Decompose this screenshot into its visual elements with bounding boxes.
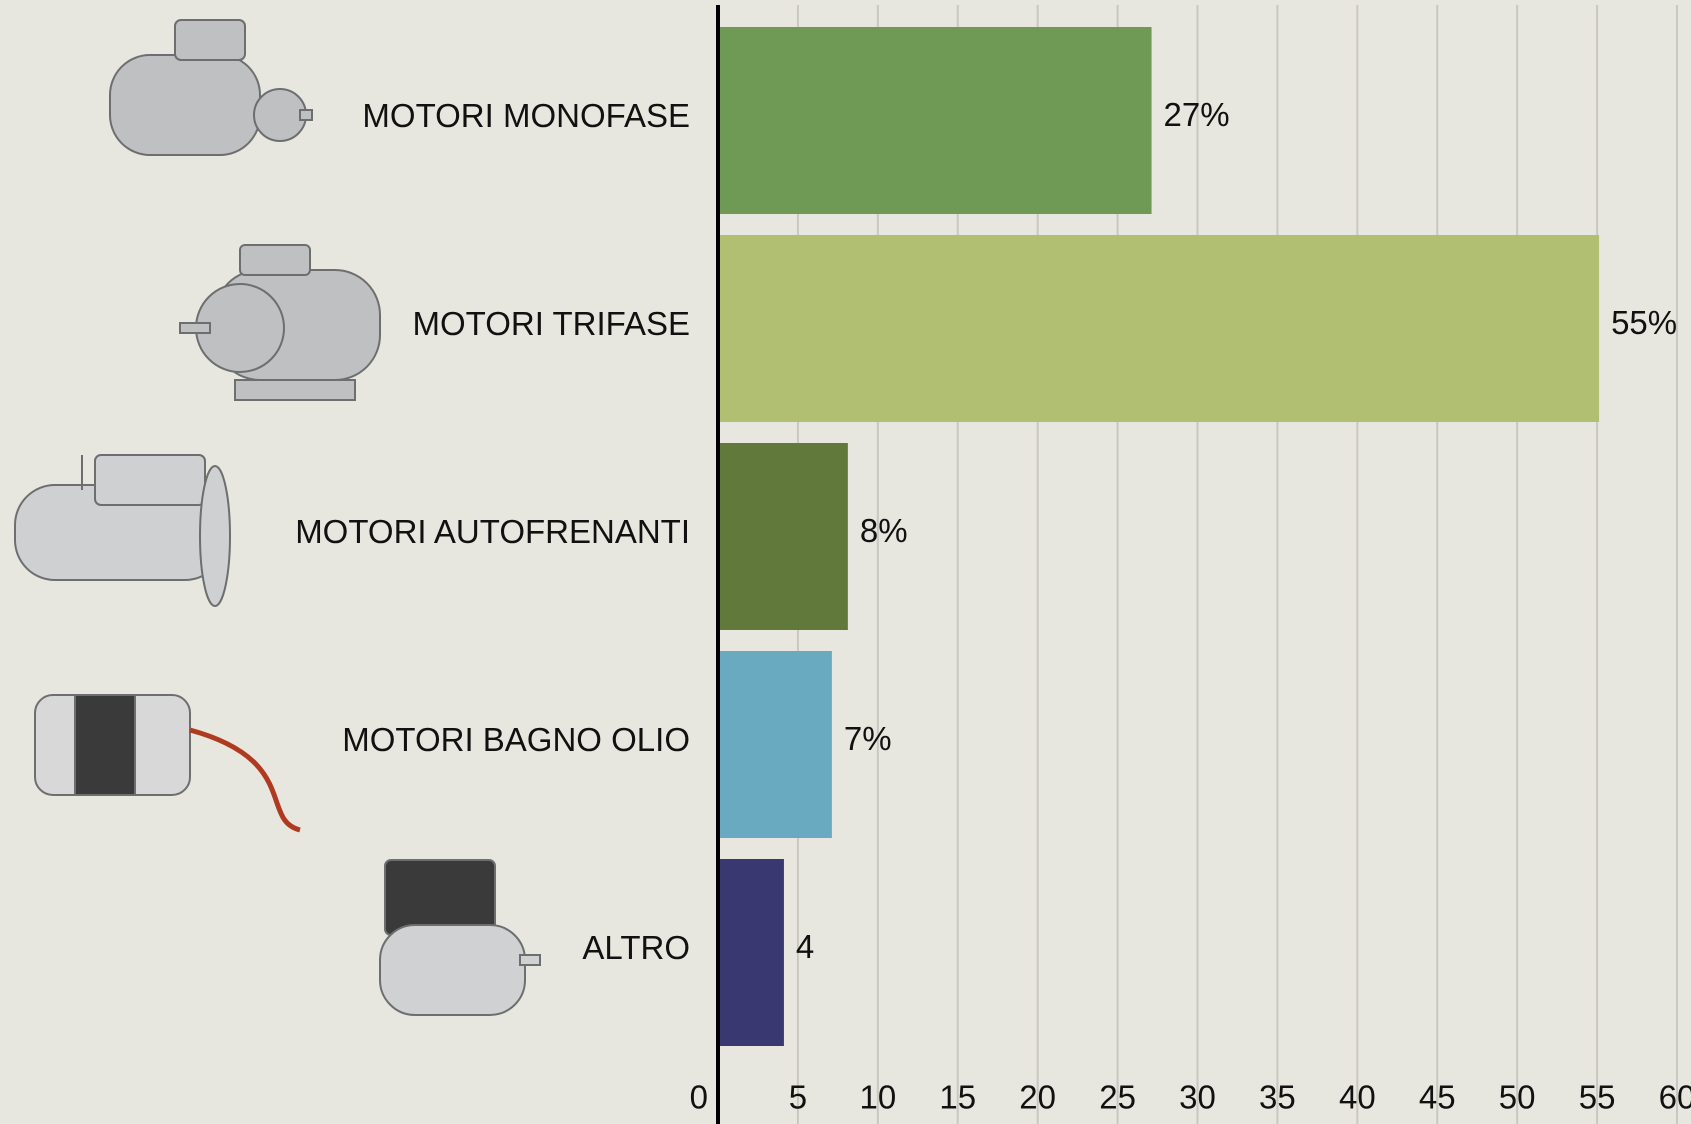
x-tick-label: 15 [939, 1079, 976, 1116]
x-tick-label: 55 [1579, 1079, 1616, 1116]
bar [720, 27, 1152, 214]
bar [720, 859, 784, 1046]
bar [720, 443, 848, 630]
category-label: MOTORI BAGNO OLIO [342, 721, 690, 758]
data-label: 7% [844, 720, 892, 757]
data-label: 4 [796, 928, 814, 965]
x-tick-label: 40 [1339, 1079, 1376, 1116]
x-tick-label: 60 [1659, 1079, 1691, 1116]
x-tick-label: 50 [1499, 1079, 1536, 1116]
data-label: 27% [1164, 96, 1230, 133]
category-label: MOTORI TRIFASE [413, 305, 691, 342]
bar [720, 235, 1599, 422]
x-tick-label: 35 [1259, 1079, 1296, 1116]
category-label: MOTORI AUTOFRENANTI [295, 513, 690, 550]
x-tick-label: 20 [1019, 1079, 1056, 1116]
chart: 0 5 10 15 20 25 30 35 40 45 50 55 60 MOTORI MONOFASE 2… [0, 0, 1691, 1124]
x-tick-label: 0 [690, 1079, 708, 1116]
x-tick-label: 5 [789, 1079, 807, 1116]
data-label: 8% [860, 512, 908, 549]
category-label: MOTORI MONOFASE [362, 97, 690, 134]
bar [720, 651, 832, 838]
x-tick-label: 30 [1179, 1079, 1216, 1116]
x-tick-label: 25 [1099, 1079, 1136, 1116]
category-label: ALTRO [582, 929, 690, 966]
x-tick-label: 45 [1419, 1079, 1456, 1116]
x-tick-label: 10 [859, 1079, 896, 1116]
data-label: 55% [1611, 304, 1677, 341]
